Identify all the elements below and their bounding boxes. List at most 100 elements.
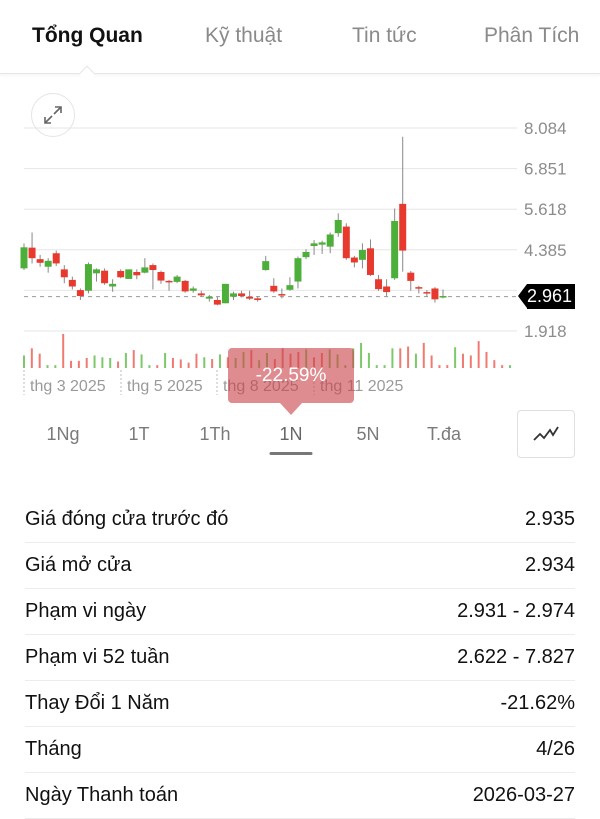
stat-label: Ngày Thanh toán bbox=[25, 784, 179, 806]
candle-body bbox=[181, 280, 189, 292]
stat-value: -21.62% bbox=[500, 692, 576, 714]
stat-label: Phạm vi ngày bbox=[25, 600, 147, 622]
candle-body bbox=[165, 280, 173, 283]
candle-body bbox=[310, 243, 318, 246]
candle-body bbox=[109, 283, 117, 287]
candle-body bbox=[117, 271, 125, 278]
candle-body bbox=[238, 293, 246, 297]
candle-body bbox=[254, 298, 262, 300]
stat-row: Phạm vi 52 tuần 2.622 - 7.827 bbox=[25, 635, 575, 681]
candle-body bbox=[173, 276, 181, 282]
y-tick-label: 8.084 bbox=[524, 119, 567, 138]
candle-body bbox=[28, 247, 36, 259]
candle-body bbox=[68, 279, 76, 287]
stats-table: Giá đóng cửa trước đó 2.935 Giá mở cửa 2.9… bbox=[25, 497, 575, 819]
tab-technical[interactable]: Kỹ thuật bbox=[205, 24, 283, 47]
candle-body bbox=[44, 260, 52, 267]
candle-body bbox=[52, 253, 60, 264]
candle-body bbox=[262, 261, 270, 271]
stat-label: Phạm vi 52 tuần bbox=[25, 646, 170, 668]
candle-body bbox=[286, 285, 294, 290]
candle-body bbox=[189, 288, 197, 291]
stat-value: 2026-03-27 bbox=[472, 784, 575, 806]
candle-body bbox=[60, 269, 68, 278]
candle-body bbox=[125, 269, 133, 279]
chart-type-button[interactable] bbox=[517, 410, 575, 458]
x-tick-label: thg 5 2025 bbox=[127, 378, 203, 395]
expand-button[interactable] bbox=[31, 93, 75, 137]
stat-value: 2.935 bbox=[524, 508, 575, 530]
line-chart-icon bbox=[533, 426, 559, 441]
range-1w[interactable]: 1T bbox=[128, 424, 150, 444]
candle-body bbox=[375, 279, 383, 290]
candle-body bbox=[415, 287, 423, 289]
candle-body bbox=[221, 283, 229, 304]
candle-body bbox=[197, 293, 205, 296]
tab-overview[interactable]: Tổng Quan bbox=[32, 24, 143, 47]
candle-body bbox=[246, 296, 254, 299]
stat-value: 4/26 bbox=[536, 738, 575, 760]
candle-body bbox=[230, 293, 237, 297]
candle-body bbox=[270, 285, 278, 292]
stat-row: Phạm vi ngày 2.931 - 2.974 bbox=[25, 589, 575, 635]
stat-row: Ngày Thanh toán 2026-03-27 bbox=[25, 773, 575, 819]
candle-body bbox=[278, 294, 286, 296]
candle-body bbox=[407, 272, 415, 281]
expand-icon bbox=[44, 106, 62, 124]
candle-body bbox=[157, 272, 165, 281]
candle-body bbox=[36, 259, 44, 263]
y-tick-label: 4.385 bbox=[524, 241, 567, 260]
stat-row: Giá đóng cửa trước đó 2.935 bbox=[25, 497, 575, 543]
range-max[interactable]: T.đa bbox=[426, 424, 462, 444]
candle-body bbox=[366, 248, 374, 275]
candle-body bbox=[141, 267, 149, 273]
tab-news[interactable]: Tin tức bbox=[352, 24, 417, 47]
candle-body bbox=[399, 203, 407, 251]
candle-body bbox=[101, 270, 109, 284]
candle-body bbox=[149, 265, 157, 271]
candle-body bbox=[318, 242, 326, 245]
candle-body bbox=[439, 296, 447, 298]
y-tick-label: 5.618 bbox=[524, 200, 567, 219]
candle-body bbox=[334, 219, 342, 234]
stat-value: 2.934 bbox=[524, 554, 575, 576]
y-tick-label: 6.851 bbox=[524, 160, 567, 179]
stat-label: Giá mở cửa bbox=[25, 554, 132, 576]
stat-value: 2.931 - 2.974 bbox=[457, 600, 575, 622]
range-selector: 1Ng 1T 1Th 1N 5N T.đa bbox=[0, 422, 600, 462]
range-1y[interactable]: 1N bbox=[269, 424, 313, 455]
y-tick-label: 1.918 bbox=[524, 322, 567, 341]
range-1m[interactable]: 1Th bbox=[199, 424, 231, 444]
stat-row: Thay Đổi 1 Năm -21.62% bbox=[25, 681, 575, 727]
tab-analysis[interactable]: Phân Tích bbox=[484, 24, 580, 47]
change-tooltip: -22.59% bbox=[228, 348, 354, 415]
candle-body bbox=[431, 288, 439, 300]
range-5y[interactable]: 5N bbox=[356, 424, 380, 444]
stat-label: Tháng bbox=[25, 738, 82, 760]
candle-body bbox=[423, 292, 431, 294]
current-price-tag: 2.961 bbox=[518, 284, 575, 309]
stat-label: Thay Đổi 1 Năm bbox=[25, 692, 170, 714]
candle-body bbox=[76, 290, 84, 297]
candle-body bbox=[350, 257, 358, 263]
candle-body bbox=[20, 247, 28, 269]
candle-body bbox=[84, 264, 92, 291]
x-tick-label: thg 3 2025 bbox=[30, 378, 106, 395]
candle-body bbox=[205, 296, 213, 299]
candle-body bbox=[391, 220, 399, 279]
candle-body bbox=[383, 286, 391, 293]
range-1d[interactable]: 1Ng bbox=[46, 424, 80, 444]
stat-row: Tháng 4/26 bbox=[25, 727, 575, 773]
candle-body bbox=[213, 299, 221, 305]
candle-body bbox=[294, 258, 302, 282]
candle-body bbox=[358, 249, 366, 260]
candle-body bbox=[326, 234, 334, 247]
candle-body bbox=[133, 272, 141, 276]
stat-value: 2.622 - 7.827 bbox=[457, 646, 575, 668]
stat-label: Giá đóng cửa trước đó bbox=[25, 508, 229, 530]
candle-body bbox=[93, 269, 101, 274]
top-tabs: Tổng Quan Kỹ thuật Tin tức Phân Tích bbox=[0, 0, 600, 83]
candle-body bbox=[302, 251, 310, 258]
candle-body bbox=[342, 226, 350, 259]
stat-row: Giá mở cửa 2.934 bbox=[25, 543, 575, 589]
